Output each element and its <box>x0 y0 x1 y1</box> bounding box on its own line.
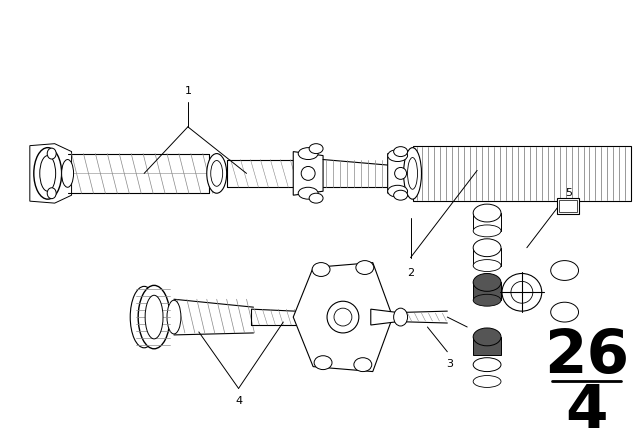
Ellipse shape <box>309 144 323 154</box>
Ellipse shape <box>473 225 501 237</box>
Ellipse shape <box>40 155 56 191</box>
Ellipse shape <box>167 300 181 334</box>
Ellipse shape <box>298 148 318 159</box>
Polygon shape <box>293 151 323 195</box>
Ellipse shape <box>473 259 501 271</box>
Ellipse shape <box>301 167 315 181</box>
Ellipse shape <box>314 356 332 370</box>
Bar <box>473 248 501 266</box>
Ellipse shape <box>404 148 422 199</box>
Ellipse shape <box>47 188 56 198</box>
Text: 1: 1 <box>184 86 191 96</box>
Bar <box>378 313 447 321</box>
Ellipse shape <box>473 375 501 388</box>
Ellipse shape <box>327 301 359 333</box>
Ellipse shape <box>394 308 408 326</box>
Ellipse shape <box>473 328 501 346</box>
Ellipse shape <box>47 148 56 159</box>
Ellipse shape <box>550 302 579 322</box>
Text: 5: 5 <box>565 188 572 198</box>
Polygon shape <box>388 154 413 193</box>
Ellipse shape <box>473 294 501 306</box>
Text: 3: 3 <box>446 359 453 369</box>
Ellipse shape <box>473 358 501 371</box>
Ellipse shape <box>511 281 533 303</box>
Text: 26: 26 <box>544 327 629 386</box>
Ellipse shape <box>334 308 352 326</box>
Bar <box>557 198 579 214</box>
Bar <box>323 159 393 187</box>
Ellipse shape <box>34 148 61 199</box>
Bar <box>473 282 501 300</box>
Ellipse shape <box>356 261 374 275</box>
Bar <box>473 337 501 355</box>
Text: 4: 4 <box>565 382 608 441</box>
Ellipse shape <box>130 286 158 348</box>
Ellipse shape <box>207 154 227 193</box>
Ellipse shape <box>145 295 163 339</box>
Polygon shape <box>293 263 393 371</box>
Text: 2: 2 <box>407 267 414 277</box>
Bar <box>68 154 209 193</box>
Ellipse shape <box>473 273 501 291</box>
Ellipse shape <box>473 204 501 222</box>
Ellipse shape <box>394 146 408 156</box>
Polygon shape <box>371 309 403 325</box>
Ellipse shape <box>61 159 74 187</box>
Ellipse shape <box>354 358 372 371</box>
Ellipse shape <box>309 193 323 203</box>
Bar <box>559 200 577 212</box>
Ellipse shape <box>395 168 406 179</box>
Ellipse shape <box>138 285 170 349</box>
Bar <box>252 309 338 325</box>
Ellipse shape <box>388 185 408 197</box>
Ellipse shape <box>473 239 501 257</box>
Ellipse shape <box>211 160 223 186</box>
Ellipse shape <box>312 263 330 276</box>
Ellipse shape <box>388 150 408 162</box>
Bar <box>473 213 501 231</box>
Bar <box>413 146 631 201</box>
Ellipse shape <box>550 261 579 280</box>
Ellipse shape <box>408 158 417 189</box>
Ellipse shape <box>394 190 408 200</box>
Ellipse shape <box>298 187 318 199</box>
Ellipse shape <box>502 273 541 311</box>
Bar <box>174 299 253 335</box>
Bar <box>227 159 306 187</box>
Ellipse shape <box>63 160 72 186</box>
Polygon shape <box>30 144 72 203</box>
Text: 4: 4 <box>235 396 242 406</box>
